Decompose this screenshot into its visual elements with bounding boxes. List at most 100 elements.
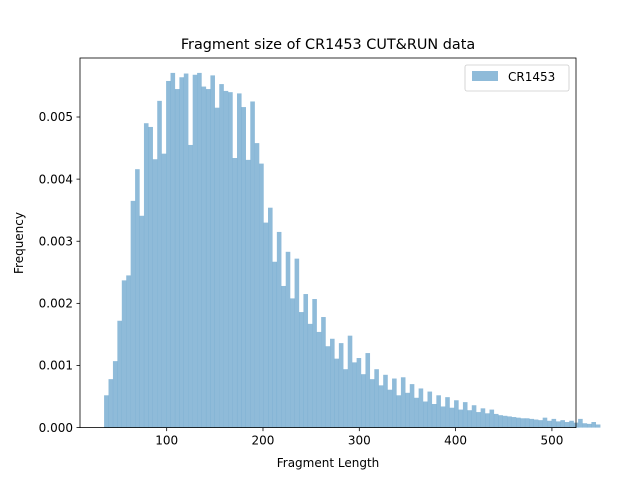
histogram-bar [467, 410, 472, 428]
histogram-bar [586, 423, 592, 428]
histogram-bar [378, 385, 384, 428]
histogram-bar [471, 405, 477, 428]
x-axis-label: Fragment Length [277, 456, 380, 470]
histogram-bar [547, 420, 552, 428]
histogram-bar [254, 143, 260, 428]
y-axis-label: Frequency [12, 212, 26, 274]
y-tick-label: 0.005 [39, 110, 73, 124]
histogram-bar [489, 409, 495, 428]
histogram-bar [392, 378, 397, 428]
histogram-bar [166, 80, 171, 428]
histogram-bar [493, 413, 499, 428]
histogram-bar [126, 275, 131, 428]
histogram-bar [507, 416, 512, 428]
histogram-bar [485, 413, 490, 428]
histogram-bar [582, 423, 588, 428]
histogram-bar [268, 207, 273, 428]
histogram-bar [480, 408, 486, 428]
histogram-bar [516, 417, 521, 428]
histogram-bar [183, 73, 189, 428]
histogram-bar [135, 169, 140, 428]
histogram-bar [104, 395, 109, 428]
histogram-bar [595, 424, 601, 428]
histogram-bar [440, 406, 446, 428]
histogram-bar [214, 107, 220, 428]
x-tick-label: 400 [444, 434, 467, 448]
histogram-bar [409, 384, 415, 428]
histogram-bar [188, 144, 193, 428]
histogram-bar [476, 412, 481, 428]
y-axis-ticks: 0.000 0.001 0.002 0.003 0.004 0.005 [39, 110, 80, 435]
x-axis-ticks: 100 200 300 400 500 [155, 427, 563, 448]
histogram-bar [338, 343, 344, 428]
histogram-bar [423, 401, 428, 428]
histogram-bar [259, 163, 264, 428]
histogram-bar [511, 417, 517, 428]
histogram-bar [219, 84, 224, 428]
histogram-bar [578, 418, 583, 428]
x-tick-label: 200 [252, 434, 275, 448]
histogram-bar [276, 231, 282, 428]
histogram-bar [569, 420, 574, 428]
histogram-bar [143, 123, 149, 428]
histogram-bar [152, 159, 158, 428]
histogram-bar [498, 415, 503, 428]
histogram-bar [316, 331, 322, 428]
y-tick-label: 0.000 [39, 421, 73, 435]
histogram-bar [232, 158, 238, 428]
axes [79, 57, 577, 429]
histogram-bar [303, 294, 309, 428]
histogram-bar [520, 418, 526, 428]
histogram-bar [431, 404, 437, 428]
histogram-bar [533, 419, 539, 428]
histogram-bar [157, 100, 162, 428]
histogram-bar [343, 369, 348, 428]
histogram-bar [334, 358, 340, 428]
histogram-bar [414, 397, 419, 428]
histogram-bar [356, 358, 362, 428]
histogram-bar [148, 126, 153, 428]
histogram-bar [307, 323, 313, 428]
histogram-bar [121, 280, 127, 428]
histogram-bar [454, 400, 459, 428]
y-tick-label: 0.004 [39, 172, 73, 186]
legend: CR1453 [464, 64, 570, 92]
histogram-bar [223, 90, 229, 428]
histogram-bar [272, 261, 278, 428]
histogram-bar [281, 285, 286, 428]
histogram-bar [112, 361, 118, 428]
histogram-bar [555, 421, 561, 428]
histogram-bar [445, 397, 450, 428]
histogram-bar [405, 392, 410, 428]
histogram-bar [383, 374, 388, 428]
histogram-bar [387, 389, 393, 428]
histogram-bar [462, 402, 468, 428]
histogram-bar [529, 418, 534, 428]
legend-label: CR1453 [508, 70, 555, 84]
histogram-bar [294, 258, 300, 428]
histogram-bar [290, 298, 295, 428]
histogram-bar [347, 335, 353, 428]
legend-swatch [472, 71, 498, 81]
x-tick-label: 100 [155, 434, 178, 448]
histogram-bars [104, 72, 601, 428]
histogram-bar [108, 379, 114, 428]
histogram-bar [361, 374, 366, 428]
histogram-bar [502, 415, 508, 428]
histogram-bar [321, 317, 326, 428]
histogram-bar [427, 391, 433, 428]
histogram-bar [369, 379, 375, 428]
histogram-bar [396, 395, 402, 428]
histogram-bar [117, 320, 122, 428]
histogram-bar [418, 388, 424, 428]
histogram-bar [201, 86, 207, 428]
histogram-bar [285, 251, 291, 428]
histogram-bar [542, 417, 548, 428]
histogram-bar [365, 353, 371, 428]
histogram-bar [130, 200, 136, 428]
histogram-bar [400, 377, 406, 428]
histogram-bar [524, 418, 530, 428]
y-tick-label: 0.001 [39, 359, 73, 373]
